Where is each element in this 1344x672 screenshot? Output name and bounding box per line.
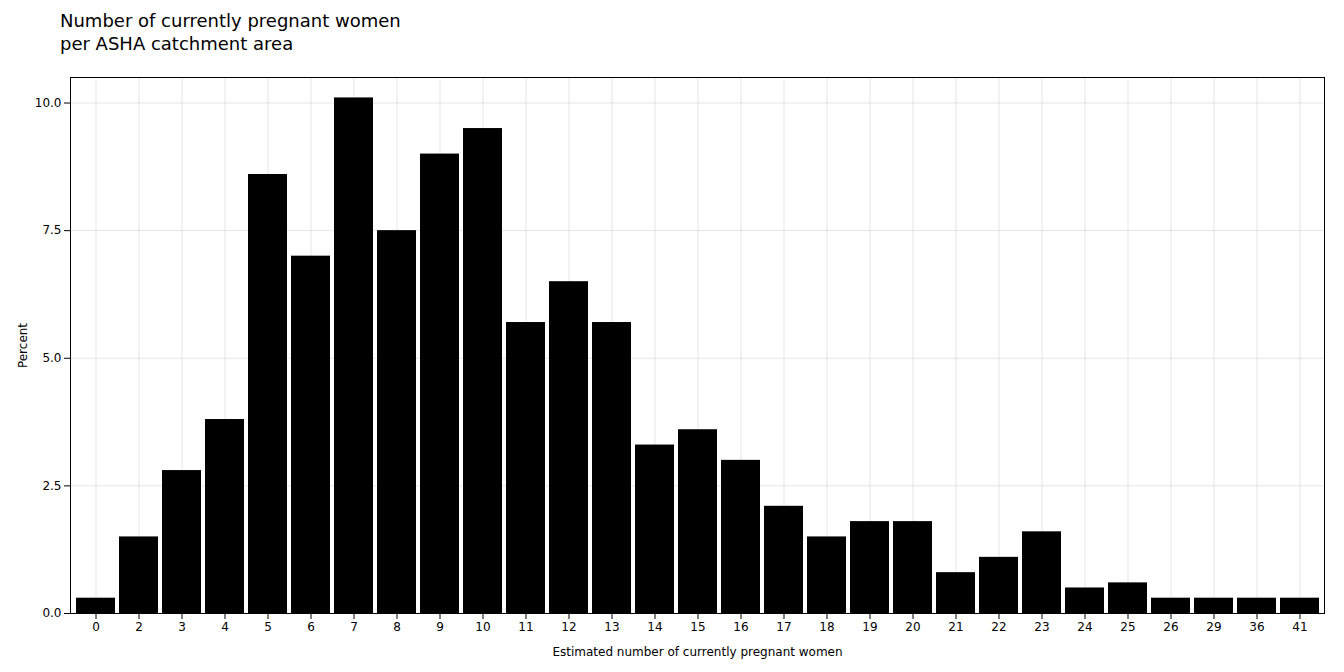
- svg-text:14: 14: [647, 620, 662, 634]
- svg-text:25: 25: [1120, 620, 1135, 634]
- svg-text:15: 15: [690, 620, 705, 634]
- svg-text:17: 17: [776, 620, 791, 634]
- svg-text:0: 0: [92, 620, 100, 634]
- svg-text:3: 3: [178, 620, 186, 634]
- svg-text:11: 11: [518, 620, 533, 634]
- svg-text:20: 20: [905, 620, 920, 634]
- svg-text:24: 24: [1077, 620, 1092, 634]
- svg-text:10.0: 10.0: [35, 96, 62, 110]
- svg-text:23: 23: [1034, 620, 1049, 634]
- svg-text:26: 26: [1163, 620, 1178, 634]
- svg-text:0.0: 0.0: [42, 606, 61, 620]
- svg-text:19: 19: [862, 620, 877, 634]
- svg-text:7: 7: [350, 620, 358, 634]
- svg-text:12: 12: [561, 620, 576, 634]
- html-text:Number of currently pregnant w: Number of currently pregnant women per A…: [60, 10, 401, 54]
- svg-text:4: 4: [221, 620, 229, 634]
- svg-text:16: 16: [733, 620, 748, 634]
- svg-text:18: 18: [819, 620, 834, 634]
- svg-text:Percent: Percent: [16, 323, 30, 368]
- svg-text:5.0: 5.0: [42, 351, 61, 365]
- svg-text:41: 41: [1292, 620, 1307, 634]
- svg-text:8: 8: [393, 620, 401, 634]
- svg-text:9: 9: [436, 620, 444, 634]
- svg-text:29: 29: [1206, 620, 1221, 634]
- svg-text:2.5: 2.5: [42, 479, 61, 493]
- svg-text:Estimated number of currently: Estimated number of currently pregnant w…: [552, 645, 842, 659]
- svg-text:2: 2: [135, 620, 143, 634]
- svg-text:7.5: 7.5: [42, 223, 61, 237]
- svg-text:5: 5: [264, 620, 272, 634]
- svg-text:21: 21: [948, 620, 963, 634]
- svg-text:22: 22: [991, 620, 1006, 634]
- svg-text:6: 6: [307, 620, 315, 634]
- svg-text:13: 13: [604, 620, 619, 634]
- svg-text:10: 10: [475, 620, 490, 634]
- svg-text:36: 36: [1249, 620, 1264, 634]
